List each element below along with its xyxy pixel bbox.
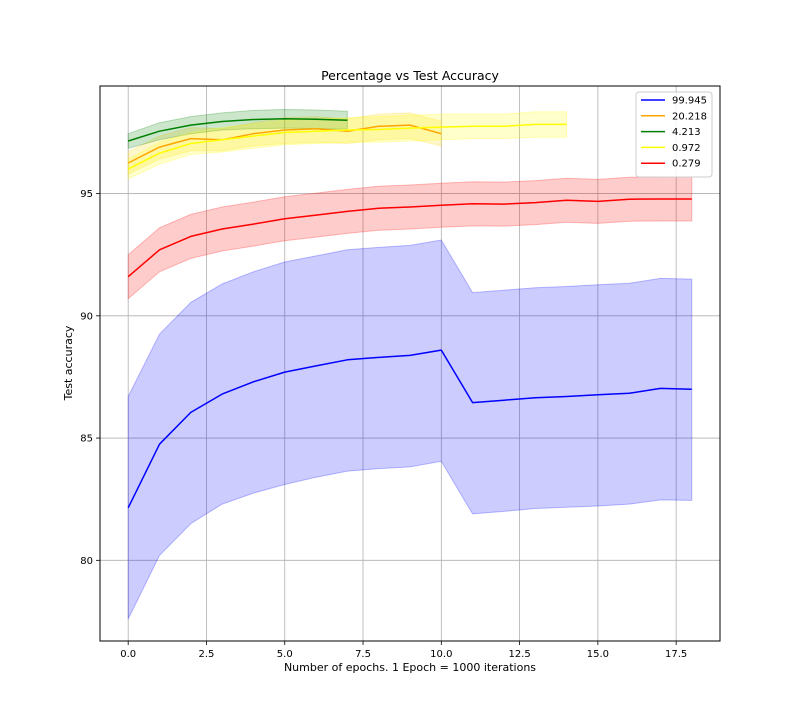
y-tick-label: 95 <box>80 189 93 200</box>
y-tick-label: 85 <box>80 434 93 445</box>
x-axis-label: Number of epochs. 1 Epoch = 1000 iterati… <box>284 661 536 674</box>
legend-label: 4.213 <box>672 127 701 138</box>
x-tick-label: 12.5 <box>508 649 530 660</box>
plot-frame <box>99 85 721 642</box>
y-tick-label: 90 <box>80 311 93 322</box>
x-tick-label: 10.0 <box>430 649 452 660</box>
x-axis-ticks: 0.0 2.5 5.0 7.5 10.0 12.5 15.0 17.5 <box>120 641 687 660</box>
confidence-band-99.945 <box>127 239 693 620</box>
chart-title: Percentage vs Test Accuracy <box>321 68 499 83</box>
series-line-4.213 <box>127 118 348 142</box>
x-tick-label: 17.5 <box>665 649 687 660</box>
x-tick-label: 0.0 <box>120 649 136 660</box>
x-tick-label: 15.0 <box>587 649 609 660</box>
legend: 99.945 20.218 4.213 0.972 0.279 <box>635 91 713 178</box>
legend-box <box>635 91 713 178</box>
y-axis-ticks: 80 85 90 95 <box>80 189 100 567</box>
grid <box>100 86 720 641</box>
x-tick-label: 5.0 <box>277 649 293 660</box>
series-lines <box>127 118 692 509</box>
series-line-99.945 <box>127 349 692 509</box>
confidence-band-0.279 <box>127 176 693 300</box>
y-axis-label: Test accuracy <box>62 325 75 401</box>
legend-label: 20.218 <box>672 111 707 122</box>
legend-label: 0.279 <box>672 159 701 170</box>
x-tick-label: 2.5 <box>199 649 215 660</box>
x-tick-label: 7.5 <box>355 649 371 660</box>
series-line-20.218 <box>127 124 442 164</box>
legend-label: 0.972 <box>672 143 701 154</box>
series-line-0.279 <box>127 198 692 278</box>
legend-label: 99.945 <box>672 96 707 107</box>
y-tick-label: 80 <box>80 556 93 567</box>
series-line-0.972 <box>127 123 567 170</box>
confidence-band-0.972 <box>127 111 568 180</box>
